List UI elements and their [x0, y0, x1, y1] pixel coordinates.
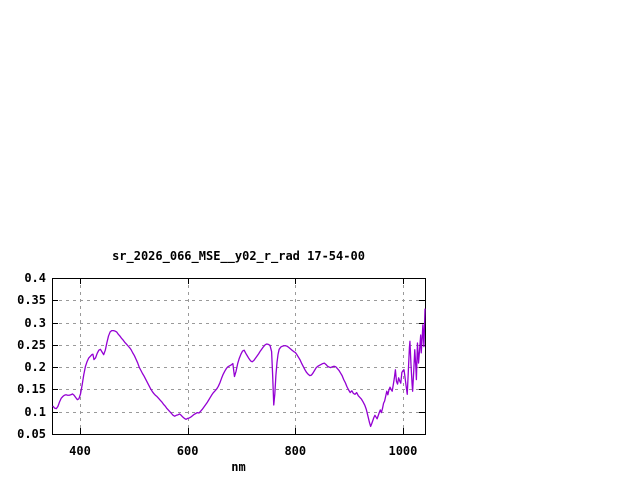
y-tick-label: 0.35: [17, 293, 46, 308]
series-line-spectral_radiance: [52, 308, 426, 428]
y-tick-label: 0.1: [24, 404, 46, 419]
y-tick-label: 0.05: [17, 427, 46, 441]
y-tick-label: 0.3: [24, 315, 46, 330]
x-tick-label: 600: [176, 444, 199, 458]
y-tick-label: 0.25: [17, 337, 46, 352]
x-axis-label: nm: [231, 460, 246, 474]
y-tick-label: 0.2: [24, 360, 46, 375]
plot-border: [52, 278, 426, 435]
x-tick-label: 1000: [388, 444, 418, 458]
x-tick-label: 800: [284, 444, 307, 458]
chart-title: sr_2026_066_MSE__y02_r_rad 17-54-00: [112, 249, 365, 263]
y-tick-label: 0.15: [17, 382, 46, 397]
x-tick-label: 400: [69, 444, 91, 458]
y-tick-label: 0.4: [24, 271, 46, 285]
